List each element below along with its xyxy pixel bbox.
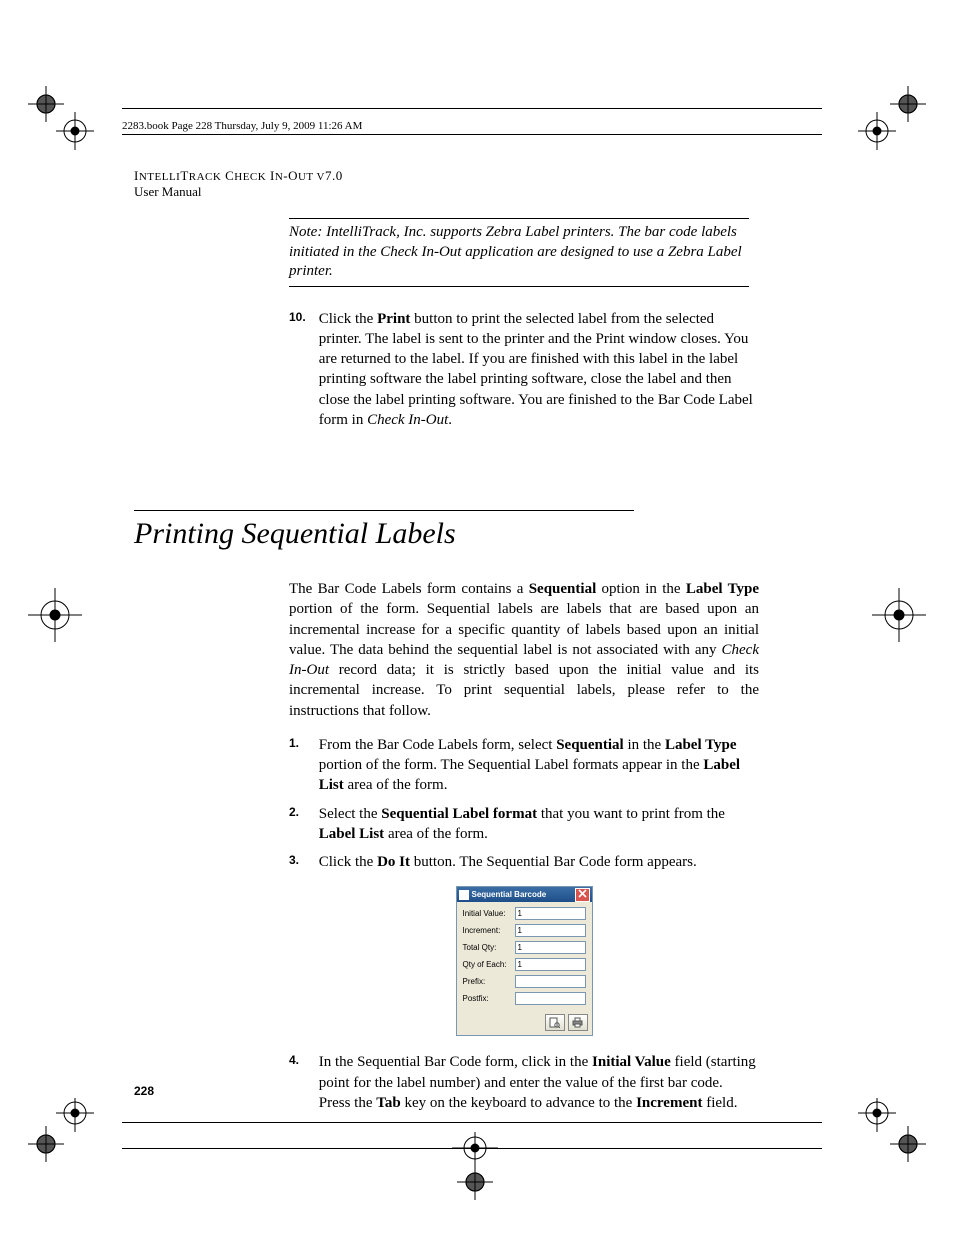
field-postfix: Postfix:	[463, 992, 586, 1005]
print-icon	[572, 1017, 583, 1028]
running-head-sub: User Manual	[134, 184, 754, 200]
footer-rule	[122, 1148, 822, 1149]
field-label: Initial Value:	[463, 909, 515, 918]
registration-mark	[20, 580, 90, 650]
intro-paragraph: The Bar Code Labels form contains a Sequ…	[289, 579, 759, 721]
registration-mark	[440, 1132, 510, 1202]
app-icon	[459, 890, 469, 900]
page-number: 228	[134, 1084, 154, 1098]
postfix-input[interactable]	[515, 992, 586, 1005]
step-body: In the Sequential Bar Code form, click i…	[319, 1052, 757, 1113]
step-body: Click the Do It button. The Sequential B…	[319, 852, 757, 872]
dialog-title: Sequential Barcode	[472, 890, 547, 899]
note-box: Note: IntelliTrack, Inc. supports Zebra …	[289, 218, 749, 287]
field-total-qty: Total Qty: 1	[463, 941, 586, 954]
section-title: Printing Sequential Labels	[134, 517, 754, 551]
step-number: 4.	[289, 1052, 315, 1068]
total-qty-input[interactable]: 1	[515, 941, 586, 954]
registration-mark	[28, 80, 98, 150]
field-qty-of-each: Qty of Each: 1	[463, 958, 586, 971]
close-icon	[578, 889, 587, 898]
registration-mark	[856, 1098, 926, 1168]
preview-icon	[549, 1017, 560, 1028]
qty-of-each-input[interactable]: 1	[515, 958, 586, 971]
section-rule	[134, 510, 634, 511]
step-body: From the Bar Code Labels form, select Se…	[319, 735, 757, 796]
field-initial-value: Initial Value: 1	[463, 907, 586, 920]
field-label: Postfix:	[463, 994, 515, 1003]
registration-mark	[856, 80, 926, 150]
field-prefix: Prefix:	[463, 975, 586, 988]
step-body: Click the Print button to print the sele…	[319, 309, 757, 431]
running-head-title: INTELLITRACK CHECK IN-OUT V7.0	[134, 168, 754, 184]
close-button[interactable]	[575, 888, 590, 902]
field-label: Total Qty:	[463, 943, 515, 952]
step-number: 1.	[289, 735, 315, 751]
step-number: 3.	[289, 852, 315, 868]
step-3: 3. Click the Do It button. The Sequentia…	[289, 852, 759, 872]
prefix-input[interactable]	[515, 975, 586, 988]
preview-button[interactable]	[545, 1014, 565, 1031]
header-rule	[122, 134, 822, 135]
header-line: 2283.book Page 228 Thursday, July 9, 200…	[122, 120, 362, 132]
step-body: Select the Sequential Label format that …	[319, 804, 757, 845]
footer-rule	[122, 1122, 822, 1123]
header-rule	[122, 108, 822, 109]
registration-mark	[28, 1098, 98, 1168]
field-label: Prefix:	[463, 977, 515, 986]
step-1: 1. From the Bar Code Labels form, select…	[289, 735, 759, 796]
increment-input[interactable]: 1	[515, 924, 586, 937]
dialog-titlebar[interactable]: Sequential Barcode	[457, 887, 592, 902]
step-10: 10. Click the Print button to print the …	[289, 309, 759, 431]
step-number: 10.	[289, 309, 315, 325]
registration-mark	[864, 580, 934, 650]
step-4: 4. In the Sequential Bar Code form, clic…	[289, 1052, 759, 1113]
field-label: Qty of Each:	[463, 960, 515, 969]
sequential-barcode-dialog: Sequential Barcode Initial Value: 1 Incr…	[456, 886, 593, 1036]
field-label: Increment:	[463, 926, 515, 935]
print-button[interactable]	[568, 1014, 588, 1031]
field-increment: Increment: 1	[463, 924, 586, 937]
initial-value-input[interactable]: 1	[515, 907, 586, 920]
note-body: IntelliTrack, Inc. supports Zebra Label …	[289, 224, 742, 279]
step-number: 2.	[289, 804, 315, 820]
step-2: 2. Select the Sequential Label format th…	[289, 804, 759, 845]
note-prefix: Note:	[289, 224, 326, 240]
